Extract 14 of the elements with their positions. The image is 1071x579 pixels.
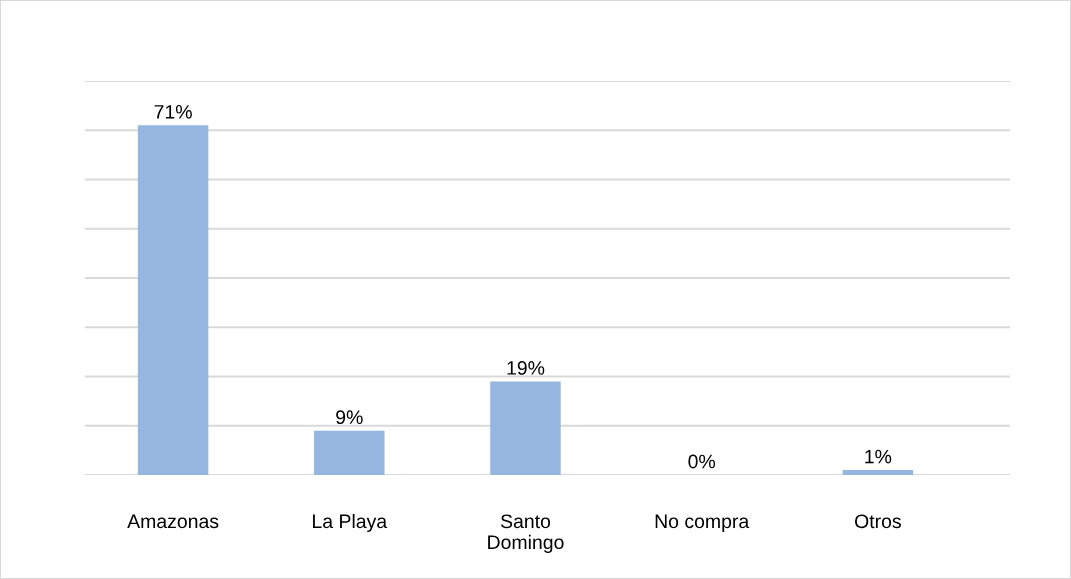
bar: [137, 125, 209, 475]
x-tick-label: Amazonas: [127, 514, 219, 529]
data-label: 0%: [688, 454, 716, 469]
x-tick-label: La Playa: [313, 513, 388, 533]
bar: [842, 470, 914, 475]
data-label: 71%: [154, 105, 192, 119]
data-label: 19%: [507, 361, 545, 375]
x-tick-label: Otros: [855, 514, 901, 529]
bar: [314, 430, 385, 475]
x-tick-label: Santo Domingo: [488, 514, 564, 553]
x-tick-label: No compra: [655, 514, 750, 533]
data-label: 9%: [336, 410, 363, 425]
data-label: 1%: [865, 449, 892, 464]
bar: [490, 381, 561, 475]
